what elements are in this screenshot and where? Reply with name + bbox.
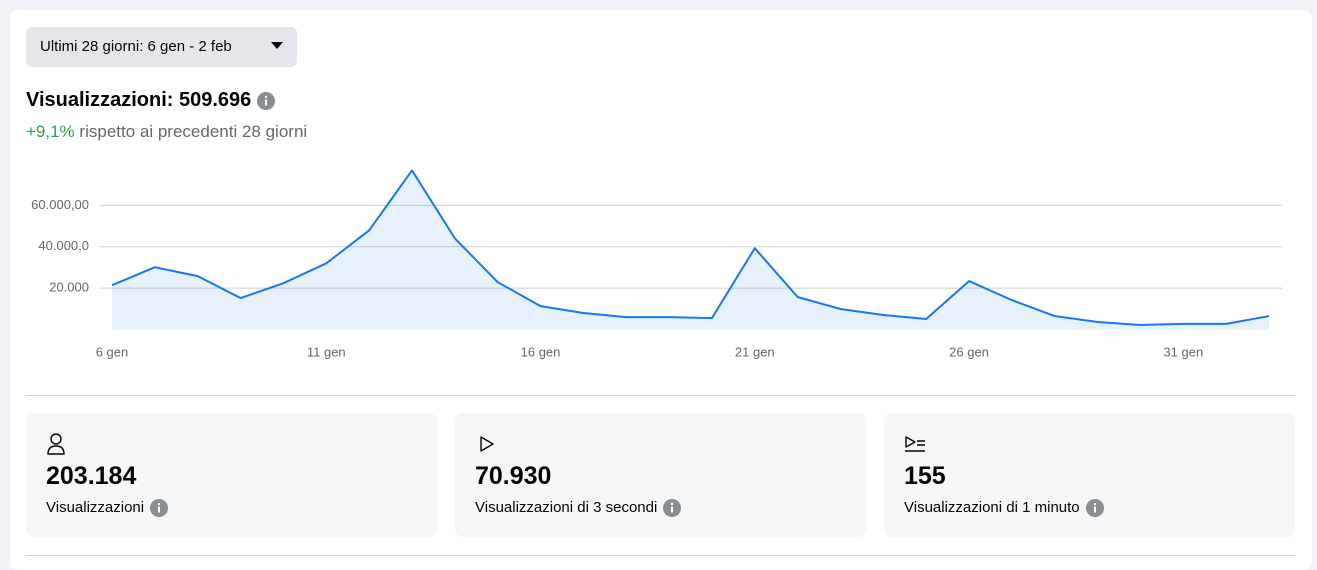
y-tick-label: 20.000: [49, 280, 89, 295]
summary-title: Visualizzazioni: 509.696: [26, 89, 276, 112]
info-icon[interactable]: [257, 91, 276, 110]
divider: [26, 395, 1295, 396]
metric-label: Visualizzazioni di 3 secondi: [475, 499, 682, 518]
x-tick-label: 21 gen: [735, 344, 775, 359]
x-tick-label: 31 gen: [1163, 344, 1203, 359]
x-tick-label: 16 gen: [521, 344, 561, 359]
divider: [26, 555, 1295, 556]
chart: 20.000 40.000,0 60.000,00 6 gen 11 gen 16 gen…: [31, 169, 1282, 359]
play-list-icon: [905, 436, 925, 452]
metric-label: Visualizzazioni: [46, 499, 169, 518]
person-icon: [47, 433, 65, 455]
metric-card: 70.930 Visualizzazioni di 3 secondi: [455, 413, 866, 537]
y-tick-label: 60.000,00: [31, 197, 89, 212]
x-tick-label: 6 gen: [96, 344, 129, 359]
metric-value: 70.930: [475, 462, 552, 490]
date-range: Ultimi 28 giorni: 6 gen - 2 feb: [40, 38, 232, 55]
metric-value: 155: [904, 462, 946, 490]
metric-label: Visualizzazioni di 1 minuto: [904, 499, 1104, 518]
line: [111, 169, 1270, 326]
x-tick-label: 11 gen: [307, 344, 346, 359]
metric-label-text: Visualizzazioni di 3 secondi: [475, 499, 658, 516]
dropdown-arrow: [271, 42, 283, 49]
metric-label-text: Visualizzazioni di 1 minuto: [904, 499, 1080, 516]
summary-change: +9,1% rispetto ai precedenti 28 giorni: [26, 122, 307, 142]
y-tick-label: 40.000,0: [38, 238, 89, 253]
info-icon[interactable]: [150, 499, 169, 518]
change-value: +9,1%: [26, 122, 75, 141]
info-icon[interactable]: [1085, 499, 1104, 518]
change-text: rispetto ai precedenti 28 giorni: [79, 122, 308, 141]
x-tick-label: 26 gen: [949, 344, 989, 359]
metric-card: 155 Visualizzazioni di 1 minuto: [884, 413, 1295, 537]
metric-label-text: Visualizzazioni: [46, 499, 145, 516]
metric-card: 203.184 Visualizzazioni: [26, 413, 437, 537]
area: [112, 170, 1269, 330]
date-range-dropdown[interactable]: Ultimi 28 giorni: 6 gen - 2 feb: [26, 27, 297, 67]
play-icon: [480, 436, 494, 452]
summary-text: Visualizzazioni: 509.696: [26, 89, 252, 111]
info-icon[interactable]: [663, 499, 682, 518]
metric-value: 203.184: [46, 462, 137, 490]
